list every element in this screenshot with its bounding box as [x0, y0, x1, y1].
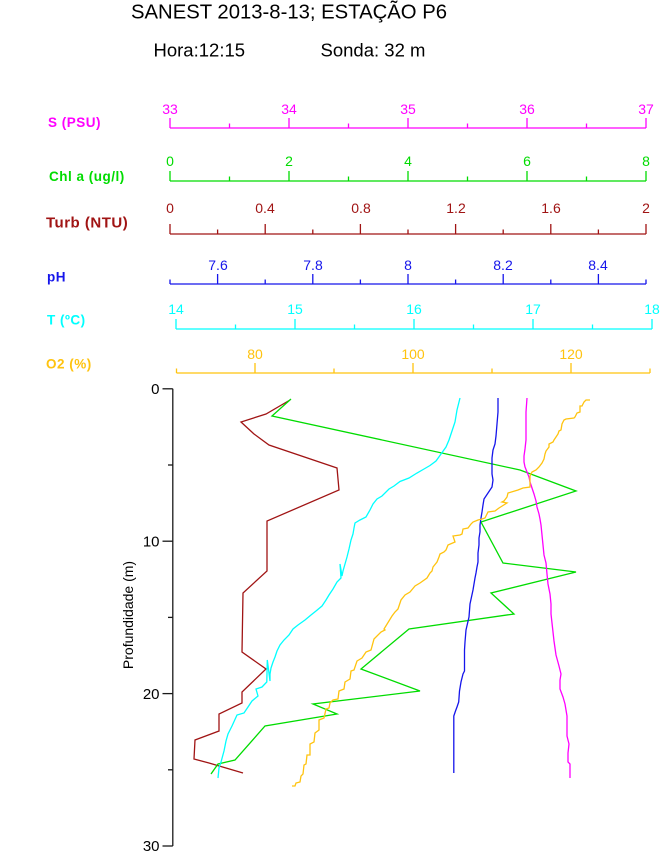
svg-text:8.2: 8.2 — [493, 257, 513, 273]
svg-text:T (ºC): T (ºC) — [47, 313, 86, 328]
svg-text:37: 37 — [638, 101, 654, 117]
svg-text:20: 20 — [143, 686, 160, 703]
svg-text:17: 17 — [525, 301, 541, 317]
svg-text:4: 4 — [404, 153, 412, 169]
svg-text:30: 30 — [143, 838, 160, 855]
svg-text:6: 6 — [523, 153, 531, 169]
svg-text:8: 8 — [642, 153, 650, 169]
svg-text:0.4: 0.4 — [255, 200, 275, 216]
svg-text:pH: pH — [47, 270, 66, 285]
svg-text:8.4: 8.4 — [588, 257, 608, 273]
svg-text:7.6: 7.6 — [208, 257, 228, 273]
svg-text:O2 (%): O2 (%) — [46, 357, 92, 372]
svg-text:15: 15 — [287, 301, 303, 317]
svg-text:120: 120 — [559, 346, 583, 362]
svg-text:8: 8 — [404, 257, 412, 273]
svg-text:Profundidade (m): Profundidade (m) — [120, 561, 136, 669]
svg-text:7.8: 7.8 — [303, 257, 323, 273]
svg-text:100: 100 — [401, 346, 425, 362]
svg-text:0: 0 — [166, 200, 174, 216]
svg-text:0.8: 0.8 — [351, 200, 371, 216]
svg-text:Turb (NTU): Turb (NTU) — [46, 215, 128, 232]
svg-text:2: 2 — [642, 200, 650, 216]
svg-text:1.6: 1.6 — [541, 200, 561, 216]
svg-text:0: 0 — [166, 153, 174, 169]
svg-text:14: 14 — [168, 301, 184, 317]
svg-text:35: 35 — [400, 101, 416, 117]
svg-text:2: 2 — [285, 153, 293, 169]
svg-text:80: 80 — [247, 346, 263, 362]
svg-text:1.2: 1.2 — [446, 200, 466, 216]
svg-text:Chl a (ug/l): Chl a (ug/l) — [49, 169, 125, 184]
svg-text:33: 33 — [162, 101, 178, 117]
svg-text:Sonda: 32 m: Sonda: 32 m — [321, 40, 426, 61]
svg-text:34: 34 — [281, 101, 297, 117]
svg-text:16: 16 — [406, 301, 422, 317]
svg-text:Hora:12:15: Hora:12:15 — [154, 40, 246, 61]
svg-text:10: 10 — [143, 533, 160, 550]
svg-text:0: 0 — [151, 381, 159, 398]
svg-text:36: 36 — [519, 101, 535, 117]
svg-text:18: 18 — [644, 301, 660, 317]
svg-text:S (PSU): S (PSU) — [48, 115, 101, 130]
svg-text:SANEST 2013-8-13; ESTAÇÃO P6: SANEST 2013-8-13; ESTAÇÃO P6 — [131, 0, 447, 24]
